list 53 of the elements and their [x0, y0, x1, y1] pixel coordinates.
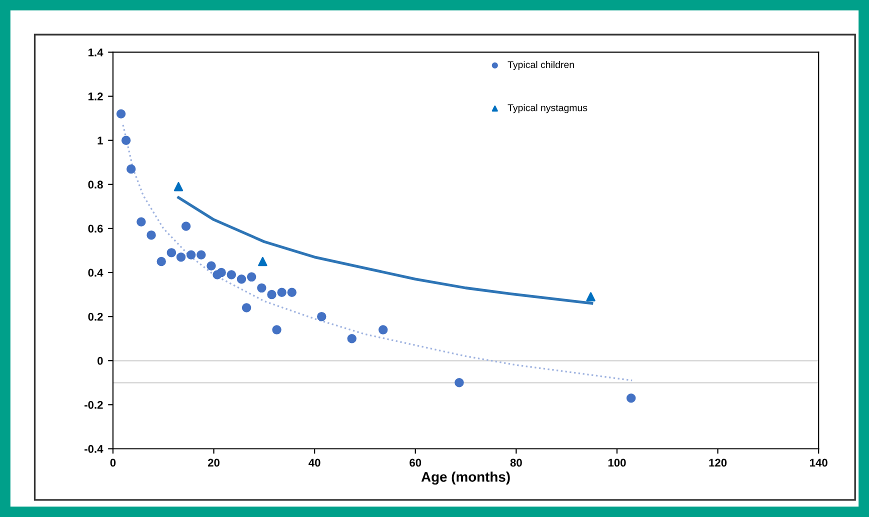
point: [236, 274, 246, 284]
point: [586, 292, 596, 302]
point: [287, 288, 297, 297]
line-series: [177, 196, 594, 305]
point: [126, 164, 136, 174]
y-tick-label: -0.2: [84, 400, 103, 409]
y-tick-label: 0.4: [88, 268, 104, 277]
point: [317, 312, 326, 322]
point: [258, 256, 268, 266]
point: [272, 325, 282, 334]
x-tick-label: 100: [608, 458, 626, 467]
y-tick-label: 1.2: [88, 92, 103, 100]
point: [156, 256, 166, 266]
y-tick-label: -0.4: [84, 445, 104, 453]
point: [257, 283, 266, 293]
point: [206, 261, 216, 271]
y-tick-label: 0: [98, 356, 103, 365]
y-tick-label: 0.6: [88, 224, 103, 233]
point: [166, 248, 176, 258]
point: [267, 290, 276, 300]
point: [146, 230, 156, 240]
point: [242, 303, 252, 312]
y-tick-label: 1: [98, 136, 103, 144]
point: [196, 250, 206, 260]
x-tick-label: 40: [308, 458, 320, 467]
x-tick-label: 60: [410, 458, 422, 467]
point: [454, 378, 464, 388]
point: [181, 222, 191, 231]
y-tick-label: 0.8: [88, 180, 103, 189]
point: [116, 109, 126, 119]
x-tick-label: 80: [510, 458, 522, 467]
point: [226, 270, 236, 280]
y-tick-label: 0.2: [88, 312, 103, 321]
x-axis-title: Age (months): [421, 472, 510, 485]
x-tick-label: 0: [110, 458, 116, 467]
point: [121, 136, 131, 145]
point: [626, 393, 636, 403]
point: [347, 334, 356, 344]
y-tick-label: 1.4: [88, 48, 104, 56]
point: [216, 268, 226, 278]
line-series: [122, 124, 633, 382]
point: [378, 325, 388, 334]
x-tick-label: 140: [810, 458, 828, 467]
legend-label: Typical children: [508, 60, 574, 70]
point: [246, 272, 256, 282]
point: [176, 252, 186, 262]
point: [136, 217, 146, 226]
x-tick-label: 120: [709, 458, 727, 467]
legend-label: Typical nystagmus: [508, 104, 588, 114]
x-tick-label: 20: [208, 458, 220, 467]
point: [277, 288, 286, 297]
point: [186, 250, 196, 260]
point: [174, 182, 184, 192]
